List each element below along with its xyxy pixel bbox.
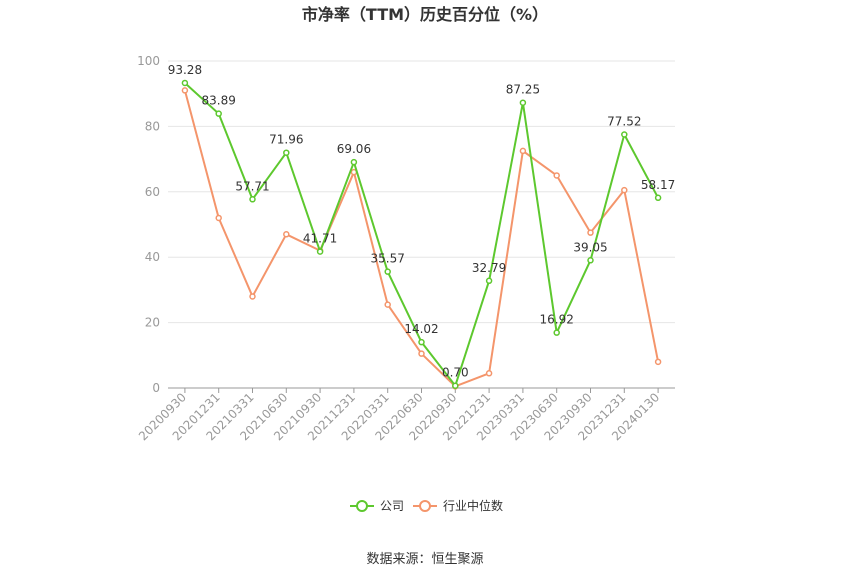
data-label: 35.57	[371, 252, 405, 266]
data-point[interactable]	[181, 79, 189, 87]
data-label: 41.71	[303, 232, 337, 246]
data-label: 77.52	[607, 115, 641, 129]
data-label: 87.25	[506, 83, 540, 97]
data-point[interactable]	[553, 172, 560, 179]
data-label: 83.89	[202, 94, 236, 108]
data-label: 93.28	[168, 63, 202, 77]
data-label: 39.05	[573, 240, 607, 254]
y-tick-label: 0	[152, 381, 160, 395]
data-label: 58.17	[641, 178, 675, 192]
data-label: 69.06	[337, 142, 371, 156]
data-point[interactable]	[249, 293, 256, 300]
legend-item-0[interactable]: 公司	[350, 499, 404, 513]
data-point[interactable]	[654, 194, 662, 202]
legend-swatch-marker	[419, 500, 431, 512]
data-point[interactable]	[215, 214, 222, 222]
data-label: 71.96	[269, 133, 303, 147]
y-axis: 0 20 40 60 80 100	[137, 54, 160, 395]
data-label: 14.02	[404, 322, 438, 336]
data-label: 16.92	[540, 313, 574, 327]
data-point[interactable]	[485, 277, 493, 285]
y-tick-label: 80	[145, 119, 160, 133]
y-tick-label: 20	[145, 316, 160, 330]
data-point[interactable]	[452, 382, 459, 389]
series-1	[181, 87, 662, 390]
data-point[interactable]	[553, 329, 560, 336]
x-axis: 2020093020201231202103312021063020210930…	[136, 387, 675, 443]
y-tick-label: 60	[145, 185, 160, 199]
chart-title: 市净率（TTM）历史百分位（%）	[302, 5, 548, 24]
data-label: 57.71	[235, 179, 269, 193]
data-point[interactable]	[621, 186, 628, 194]
data-point[interactable]	[418, 338, 425, 346]
series-layer: 93.28 83.89 57.71 71.96 41.71 69.06 35.57 14.02…	[168, 63, 675, 390]
data-point[interactable]	[621, 131, 628, 138]
data-point[interactable]	[519, 99, 527, 106]
legend-item-1[interactable]: 行业中位数	[413, 498, 503, 513]
data-label: 0.70	[442, 366, 469, 380]
source-note: 数据来源：恒生聚源	[366, 552, 483, 567]
data-point[interactable]	[350, 158, 358, 166]
y-tick-label: 100	[137, 54, 160, 68]
data-point[interactable]	[384, 268, 391, 275]
data-point[interactable]	[418, 350, 425, 357]
legend-label: 公司	[380, 499, 404, 513]
data-point[interactable]	[283, 231, 290, 238]
legend-label: 行业中位数	[443, 498, 503, 513]
data-point[interactable]	[316, 248, 324, 255]
data-point[interactable]	[519, 147, 527, 155]
legend: 公司 行业中位数	[350, 498, 503, 513]
data-label: 32.79	[472, 261, 506, 275]
y-tick-label: 40	[145, 250, 160, 264]
data-point[interactable]	[384, 301, 391, 308]
data-point[interactable]	[215, 110, 222, 117]
legend-swatch-marker	[356, 500, 368, 512]
data-point[interactable]	[587, 229, 594, 236]
data-point[interactable]	[485, 370, 493, 377]
data-point[interactable]	[283, 149, 290, 156]
series-0: 93.28 83.89 57.71 71.96 41.71 69.06 35.57 14.02…	[168, 63, 675, 389]
data-point[interactable]	[587, 257, 594, 264]
data-point[interactable]	[181, 87, 189, 94]
data-point[interactable]	[654, 358, 662, 366]
data-point[interactable]	[249, 196, 256, 203]
